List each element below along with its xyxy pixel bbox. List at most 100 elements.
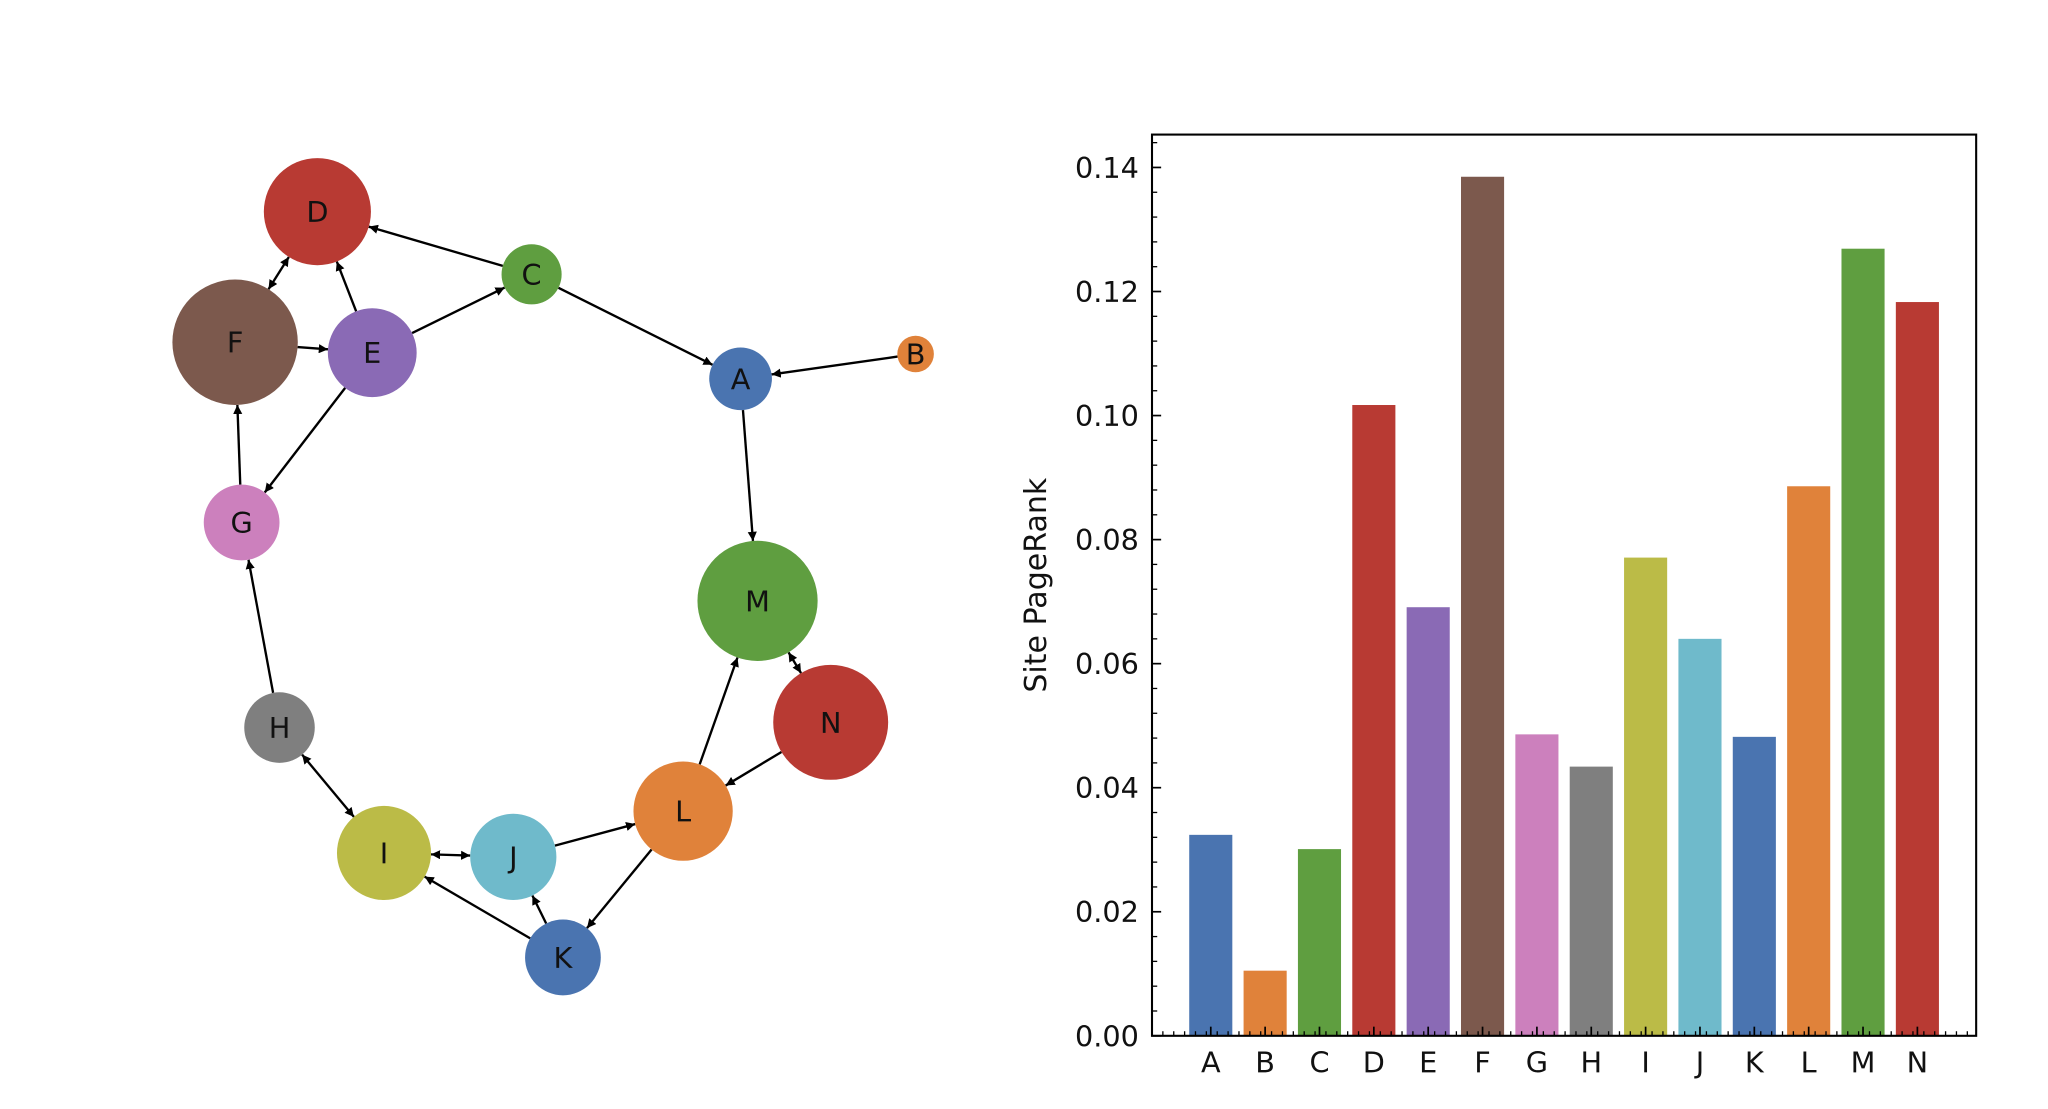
x-tick-label: I: [1641, 1045, 1649, 1079]
pagerank-bar-chart: A B C D E F G H I J K L M N 0.00 0.02 0.04 0.06 0.08 0.10 0.…: [1019, 133, 1978, 1079]
node-circle: [897, 335, 934, 373]
edge-E-C: [411, 286, 506, 335]
x-tick-label: G: [1526, 1045, 1548, 1079]
node-label: N: [820, 706, 841, 740]
y-axis-label: Site PageRank: [1019, 477, 1054, 693]
node-K: K: [525, 919, 601, 996]
node-E: E: [327, 308, 417, 398]
node-D: D: [263, 158, 371, 266]
node-label: A: [731, 362, 751, 396]
node-H: H: [244, 692, 315, 763]
axis-ticks: A B C D E F G H I J K L M N 0.00 0.02 0.04 0.06 0.08 0.10 0.…: [1075, 141, 1968, 1079]
edge-D-F: [267, 256, 290, 290]
edge-I-J: [430, 850, 471, 860]
bar-L: [1787, 486, 1831, 1036]
node-I: I: [336, 805, 432, 900]
node-circle: [327, 308, 417, 398]
y-tick-label: 0.02: [1075, 895, 1139, 929]
bar-E: [1406, 607, 1450, 1036]
x-tick-label: H: [1580, 1045, 1602, 1079]
x-tick-label: N: [1907, 1045, 1928, 1079]
node-circle: [263, 158, 371, 266]
node-label: L: [675, 795, 691, 829]
bar-J: [1678, 638, 1722, 1036]
node-J: J: [470, 813, 557, 900]
node-circle: [501, 244, 562, 305]
node-label: K: [554, 941, 574, 975]
bar-N: [1895, 302, 1939, 1036]
node-circle: [709, 347, 772, 411]
graph-edges: [233, 224, 898, 940]
node-C: C: [501, 244, 562, 305]
edge-H-G: [245, 559, 275, 694]
node-label: C: [522, 258, 542, 292]
edge-N-M: [787, 651, 803, 674]
edge-L-K: [586, 848, 653, 929]
node-circle: [172, 279, 298, 405]
node-N: N: [773, 664, 889, 780]
bar-F: [1460, 176, 1505, 1036]
y-tick-label: 0.04: [1075, 771, 1139, 805]
node-A: A: [709, 347, 772, 411]
graph-nodes: A B C D E F G H I J K L M N: [172, 158, 934, 996]
edge-E-G: [263, 387, 347, 494]
x-tick-label: A: [1201, 1045, 1221, 1079]
edge-C-A: [557, 286, 714, 366]
node-circle: [633, 761, 733, 861]
node-G: G: [203, 484, 280, 561]
y-tick-label: 0.12: [1075, 275, 1139, 309]
node-label: E: [363, 336, 381, 370]
plot-frame: [1150, 133, 1978, 1037]
node-label: B: [906, 337, 926, 371]
bars: [1189, 176, 1939, 1036]
node-label: H: [269, 711, 291, 745]
edge-A-M: [741, 409, 757, 542]
node-label: D: [306, 195, 328, 229]
bar-G: [1515, 734, 1559, 1036]
edge-F-E: [297, 344, 329, 354]
node-circle: [525, 919, 601, 996]
bar-D: [1352, 405, 1396, 1036]
y-tick-label: 0.06: [1075, 647, 1139, 681]
edge-H-I: [301, 753, 355, 818]
edge-G-F: [233, 404, 243, 485]
edge-B-A: [771, 355, 898, 378]
node-circle: [336, 805, 432, 900]
node-F: F: [172, 279, 298, 405]
network-graph: A B C D E F G H I J K L M N: [172, 158, 934, 996]
node-M: M: [697, 540, 818, 661]
x-tick-label: M: [1851, 1045, 1876, 1079]
bar-C: [1297, 849, 1342, 1036]
bar-B: [1243, 970, 1287, 1036]
y-tick-label: 0.10: [1075, 399, 1139, 433]
edge-L-M: [698, 657, 739, 765]
bar-H: [1569, 766, 1613, 1036]
node-label: F: [227, 326, 244, 360]
edge-K-J: [531, 894, 548, 924]
edge-E-D: [335, 261, 358, 312]
edge-K-I: [424, 875, 531, 940]
x-tick-label: K: [1745, 1045, 1765, 1079]
y-tick-label: 0.08: [1075, 523, 1139, 557]
x-tick-label: C: [1309, 1045, 1329, 1079]
bar-I: [1624, 557, 1668, 1036]
x-tick-label: L: [1801, 1045, 1817, 1079]
node-circle: [773, 664, 889, 780]
node-circle: [203, 484, 280, 561]
node-label: J: [507, 840, 517, 874]
node-circle: [470, 813, 557, 900]
node-label: I: [380, 836, 388, 870]
node-circle: [697, 540, 818, 661]
y-tick-label: 0.00: [1075, 1019, 1139, 1053]
x-tick-label: B: [1255, 1045, 1275, 1079]
edge-C-D: [368, 224, 504, 268]
node-L: L: [633, 761, 733, 861]
edge-J-L: [554, 822, 636, 847]
y-tick-label: 0.14: [1075, 151, 1139, 185]
x-tick-label: E: [1419, 1045, 1437, 1079]
node-circle: [244, 692, 315, 763]
x-tick-label: F: [1474, 1045, 1491, 1079]
edge-N-L: [725, 750, 783, 787]
bar-K: [1732, 736, 1776, 1036]
